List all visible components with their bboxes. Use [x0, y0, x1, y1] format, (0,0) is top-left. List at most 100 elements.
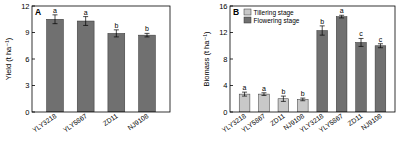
error-line — [116, 30, 117, 37]
bar — [356, 42, 367, 112]
error-bar — [145, 33, 150, 37]
significance-letter: a — [340, 7, 344, 14]
y-tick-label: 12 — [219, 28, 227, 37]
error-cap — [378, 47, 383, 48]
error-cap — [281, 96, 286, 97]
panel-label: B — [233, 7, 239, 17]
bars — [239, 15, 386, 112]
significance-letter: b — [281, 88, 285, 95]
significance-letter: a — [53, 7, 57, 14]
error-bar — [261, 93, 266, 96]
significance-letter: a — [84, 9, 88, 16]
error-line — [263, 93, 264, 96]
y-tick — [32, 59, 35, 60]
y-tick-label: 9 — [25, 28, 29, 37]
error-cap — [83, 25, 88, 26]
significance-letter: c — [379, 36, 383, 43]
error-cap — [114, 29, 119, 30]
error-line — [85, 17, 86, 26]
y-tick-label: 12 — [21, 2, 29, 11]
error-cap — [53, 23, 58, 24]
error-line — [147, 33, 148, 37]
panel: aabbbacc0481216YLY3218YLY5867ZD11NJ9108Y… — [202, 2, 395, 134]
significance-letter: b — [320, 18, 324, 25]
x-tick-label: YLY5867 — [62, 112, 89, 134]
bars — [47, 15, 156, 112]
y-tick — [32, 85, 35, 86]
error-cap — [300, 98, 305, 99]
error-cap — [114, 36, 119, 37]
significance-letter: b — [114, 22, 118, 29]
y-tick-label: 3 — [25, 81, 29, 90]
error-cap — [261, 95, 266, 96]
error-line — [244, 92, 245, 96]
y-tick — [230, 85, 233, 86]
bar — [139, 35, 156, 112]
error-bar — [53, 15, 58, 24]
y-tick-label: 0 — [25, 108, 29, 117]
legend-swatch — [244, 9, 251, 15]
panel-label: A — [35, 7, 41, 17]
bar — [259, 94, 270, 112]
error-line — [380, 44, 381, 48]
error-cap — [339, 17, 344, 18]
error-bar — [339, 15, 344, 18]
plot-frame — [32, 6, 170, 112]
y-tick-label: 6 — [25, 55, 29, 64]
bar — [108, 33, 125, 112]
error-cap — [83, 16, 88, 17]
bar — [375, 46, 386, 112]
significance-letter: b — [301, 90, 305, 97]
x-tick-label: YLY5867 — [318, 112, 345, 134]
error-cap — [320, 35, 325, 36]
error-cap — [242, 96, 247, 97]
y-tick — [230, 112, 233, 113]
legend-swatch — [244, 17, 251, 23]
x-tick-label: YLY3218 — [31, 112, 58, 134]
y-axis-label: Biomass (t ha⁻¹) — [202, 31, 211, 86]
significance-letter: b — [145, 25, 149, 32]
bar — [239, 94, 250, 112]
error-cap — [359, 38, 364, 39]
x-tick-label: NJ9108 — [360, 112, 383, 131]
bar — [297, 99, 308, 112]
bar — [317, 31, 328, 112]
bar — [336, 17, 347, 112]
error-cap — [145, 36, 150, 37]
y-tick — [32, 32, 35, 33]
bar — [77, 21, 94, 112]
panel: a a b b 0 3 6 9 12 YLY3218YLY5867 ZD11 NJ9108 Yield … — [4, 2, 170, 134]
error-line — [361, 38, 362, 46]
error-cap — [339, 15, 344, 16]
error-cap — [378, 43, 383, 44]
x-tick-label: YLY5867 — [240, 112, 267, 134]
y-tick-label: 16 — [219, 2, 227, 11]
error-cap — [300, 100, 305, 101]
legend-label: Flowering stage — [254, 17, 300, 25]
figure: aabb036912YLY3218YLY5867ZD11NJ9108Yield … — [0, 0, 400, 156]
error-cap — [281, 101, 286, 102]
plot-frame — [230, 6, 395, 112]
error-cap — [359, 46, 364, 47]
error-bar — [320, 26, 325, 35]
y-tick — [230, 59, 233, 60]
bar — [47, 19, 64, 112]
x-tick-label: NJ9108 — [126, 112, 149, 131]
error-bar — [281, 96, 286, 101]
significance-letter: a — [243, 84, 247, 91]
error-line — [302, 98, 303, 101]
error-bar — [359, 38, 364, 46]
error-bar — [83, 17, 88, 26]
y-tick-label: 0 — [223, 108, 227, 117]
error-cap — [261, 92, 266, 93]
y-axis-label: Yield (t ha⁻¹) — [4, 37, 13, 80]
error-cap — [320, 25, 325, 26]
error-bar — [378, 44, 383, 48]
error-cap — [53, 14, 58, 15]
x-tick-label: ZD11 — [102, 112, 119, 127]
error-cap — [145, 33, 150, 34]
legend-label: Tillering stage — [254, 9, 295, 17]
significance-letter: a — [262, 85, 266, 92]
error-line — [283, 96, 284, 101]
error-line — [55, 15, 56, 24]
